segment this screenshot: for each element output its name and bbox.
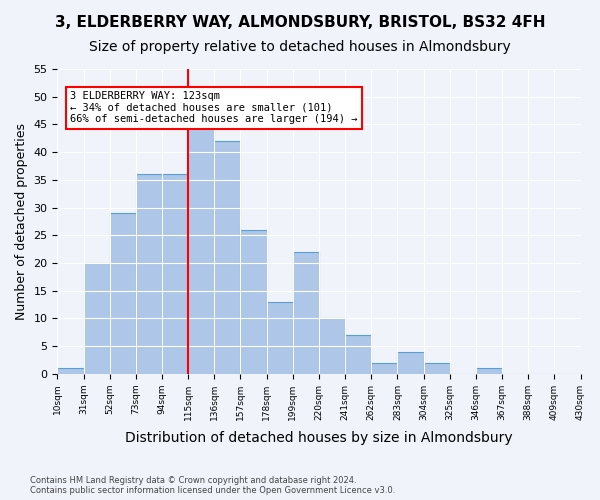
Y-axis label: Number of detached properties: Number of detached properties [15, 123, 28, 320]
X-axis label: Distribution of detached houses by size in Almondsbury: Distribution of detached houses by size … [125, 431, 513, 445]
Bar [136, 174, 162, 374]
Bar [162, 174, 188, 374]
Bar [319, 318, 345, 374]
Text: Contains HM Land Registry data © Crown copyright and database right 2024.
Contai: Contains HM Land Registry data © Crown c… [30, 476, 395, 495]
Bar [476, 368, 502, 374]
Bar [188, 119, 214, 374]
Bar [397, 352, 424, 374]
Bar [58, 368, 83, 374]
Bar [110, 213, 136, 374]
Bar [424, 362, 450, 374]
Bar [214, 141, 241, 374]
Bar [241, 230, 266, 374]
Text: 3, ELDERBERRY WAY, ALMONDSBURY, BRISTOL, BS32 4FH: 3, ELDERBERRY WAY, ALMONDSBURY, BRISTOL,… [55, 15, 545, 30]
Text: Size of property relative to detached houses in Almondsbury: Size of property relative to detached ho… [89, 40, 511, 54]
Bar [371, 362, 397, 374]
Bar [293, 252, 319, 374]
Bar [266, 302, 293, 374]
Bar [345, 335, 371, 374]
Text: 3 ELDERBERRY WAY: 123sqm
← 34% of detached houses are smaller (101)
66% of semi-: 3 ELDERBERRY WAY: 123sqm ← 34% of detach… [70, 91, 358, 124]
Bar [83, 263, 110, 374]
